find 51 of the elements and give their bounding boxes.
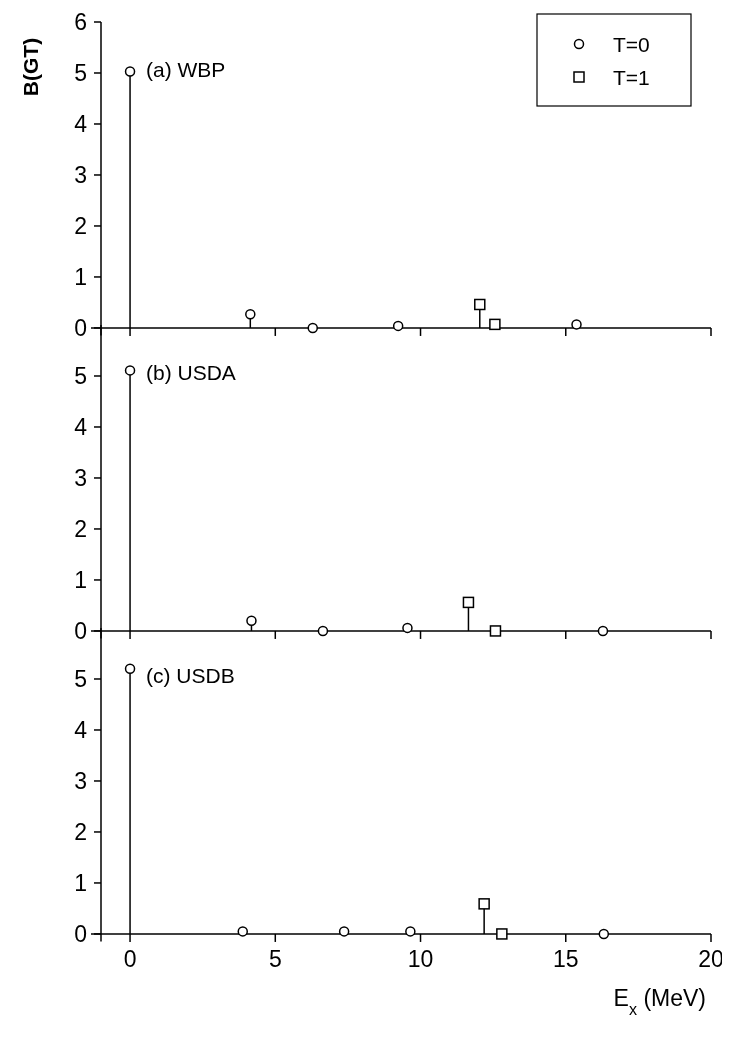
- x-tick-label: 10: [407, 945, 434, 972]
- point: [338, 926, 350, 937]
- y-tick-label: 0: [74, 921, 87, 948]
- y-tick-label: 5: [74, 60, 87, 87]
- legend-label: T=0: [613, 32, 650, 56]
- y-tick-label: 1: [74, 567, 87, 594]
- legend-label: T=1: [613, 65, 650, 89]
- point: [392, 320, 404, 332]
- y-tick-label: 5: [74, 363, 87, 390]
- point: [462, 596, 475, 609]
- x-tick-label: 5: [268, 945, 282, 972]
- y-tick-label: 4: [74, 111, 88, 138]
- point: [478, 898, 490, 910]
- point: [489, 318, 501, 331]
- text: (b) USDA: [146, 361, 236, 384]
- y-tick-label: 3: [74, 162, 87, 189]
- y-tick-label: 5: [74, 666, 87, 693]
- x-tick-label: 0: [123, 945, 137, 972]
- y-tick-label: 0: [74, 618, 87, 645]
- point: [246, 615, 257, 626]
- text: (a) WBP: [146, 58, 226, 81]
- y-tick-label: 2: [74, 213, 87, 240]
- point: [571, 319, 582, 330]
- point: [402, 622, 413, 634]
- point: [405, 926, 416, 937]
- y-tick-label: 2: [74, 516, 87, 543]
- point: [317, 625, 329, 637]
- point: [237, 926, 248, 937]
- text: (c) USDB: [146, 664, 235, 687]
- y-tick-label: 4: [74, 414, 88, 441]
- point: [598, 928, 610, 940]
- y-tick-label: 1: [74, 264, 87, 291]
- x-axis-title: E$_{x}$ (MeV): [613, 984, 706, 1018]
- y-tick-label: 2: [74, 819, 87, 846]
- point: [307, 322, 319, 334]
- point: [245, 308, 256, 320]
- point: [124, 663, 136, 675]
- y-tick-label: 4: [74, 717, 88, 744]
- y-tick-label: 3: [74, 768, 87, 795]
- point: [489, 625, 502, 637]
- point: [496, 928, 508, 940]
- y-tick-label: 6: [74, 9, 87, 36]
- x-tick-label: 15: [552, 945, 579, 972]
- y-tick-label: 0: [74, 315, 87, 342]
- point: [474, 298, 486, 311]
- point: [124, 365, 136, 376]
- y-tick-label: 1: [74, 870, 87, 897]
- point: [124, 66, 136, 77]
- y-axis-title: B(GT): [19, 37, 42, 97]
- y-tick-label: 3: [74, 465, 87, 492]
- point: [597, 625, 609, 637]
